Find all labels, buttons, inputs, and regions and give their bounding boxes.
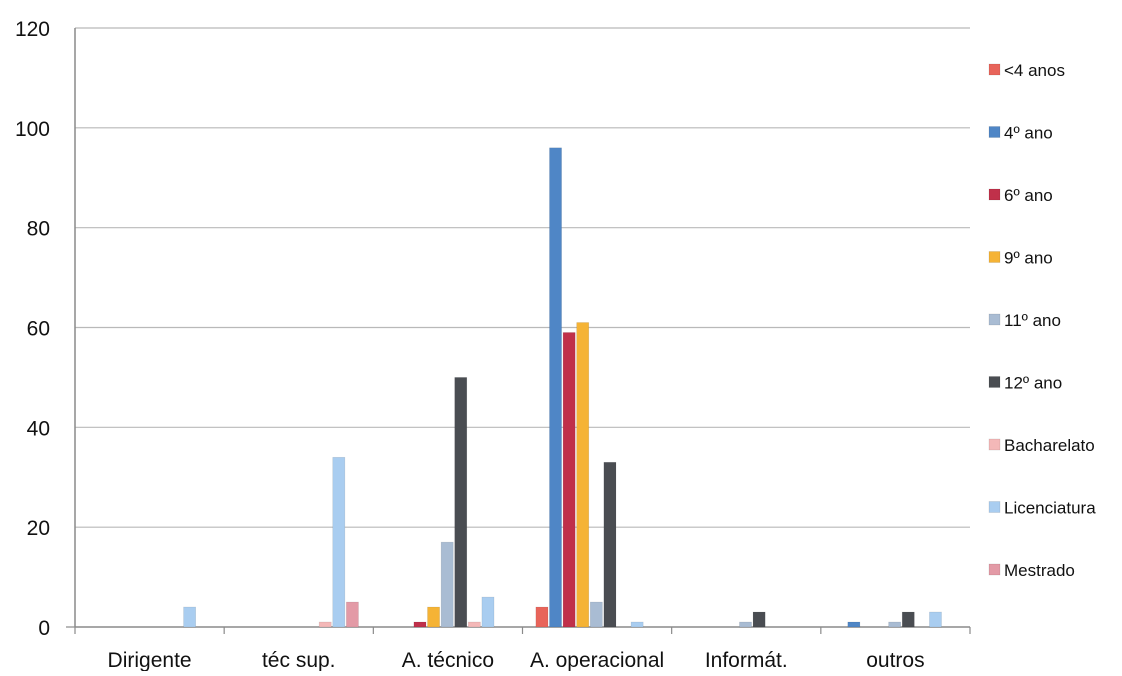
bar[interactable] [901,611,915,628]
bar[interactable] [576,322,590,628]
bar[interactable] [183,606,196,628]
bar[interactable] [603,461,617,628]
y-tick-label: 80 [27,218,50,241]
bar[interactable] [888,621,902,628]
legend-label: Bacharelato [1004,436,1095,455]
legend-label: Mestrado [1004,561,1075,580]
x-tick-label: Dirigente [108,649,192,671]
y-tick-label: 60 [27,318,50,341]
legend-swatch [988,501,1001,513]
bar[interactable] [413,621,427,628]
bar[interactable] [752,611,766,628]
legend-label: 12º ano [1004,374,1062,393]
bar[interactable] [739,621,752,628]
legend-swatch [988,251,1001,263]
y-tick-label: 120 [15,18,50,41]
y-tick-label: 40 [27,417,50,440]
bar[interactable] [535,606,549,628]
legend-label: 4º ano [1004,124,1053,143]
bar[interactable] [589,601,603,628]
bar[interactable] [929,611,942,628]
bar[interactable] [847,621,861,628]
x-tick-label: téc sup. [262,649,336,671]
bar[interactable] [468,621,481,628]
legend-label: 11º ano [1004,311,1061,330]
bar[interactable] [440,541,454,628]
x-tick-label: Informát. [705,649,788,671]
bar[interactable] [332,456,346,628]
bar[interactable] [562,332,576,628]
legend-swatch [988,63,1001,76]
legend-swatch [988,438,1001,451]
y-tick-label: 100 [15,118,50,141]
x-tick-label: A. técnico [402,649,494,671]
bar[interactable] [346,601,359,628]
x-tick-label: outros [866,649,924,671]
legend-label: 9º ano [1004,249,1053,268]
legend-swatch [988,313,1001,326]
bar[interactable] [318,621,332,628]
legend-swatch [988,563,1001,576]
legend-swatch [988,188,1001,201]
bar[interactable] [454,377,468,628]
x-tick-label: A. operacional [530,649,664,671]
bar[interactable] [630,621,644,628]
legend-swatch [988,376,1001,388]
legend-swatch [988,126,1001,138]
y-tick-label: 20 [27,517,50,540]
legend-label: 6º ano [1004,186,1053,205]
bar[interactable] [427,606,440,628]
y-tick-label: 0 [38,617,50,640]
bar[interactable] [481,596,495,628]
legend-label: Licenciatura [1004,499,1096,518]
legend-label: <4 anos [1004,61,1065,80]
bar[interactable] [549,147,562,628]
